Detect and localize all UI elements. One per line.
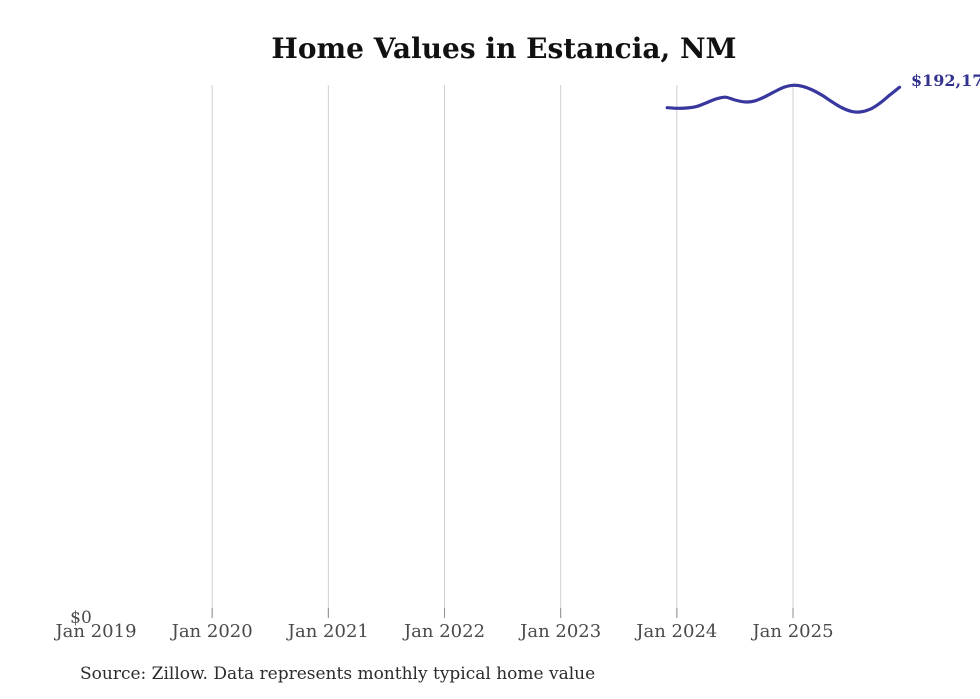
x-tick-label-2021: Jan 2021 [287, 621, 369, 642]
x-tick-label-2022: Jan 2022 [403, 621, 486, 642]
source-note: Source: Zillow. Data represents monthly … [80, 664, 596, 684]
chart-title: Home Values in Estancia, NM [271, 32, 737, 65]
x-tick-label-2024: Jan 2024 [636, 621, 718, 642]
home-value-line [665, 83, 902, 114]
x-tick-label-2023: Jan 2023 [520, 621, 602, 642]
x-tick-label-2020: Jan 2020 [171, 621, 253, 642]
latest-value-label: $192,171 [911, 71, 980, 90]
x-tick-label-2019: Jan 2019 [55, 621, 137, 642]
x-tick-label-2025: Jan 2025 [752, 621, 834, 642]
y-axis-zero-label: $0 [70, 608, 92, 628]
